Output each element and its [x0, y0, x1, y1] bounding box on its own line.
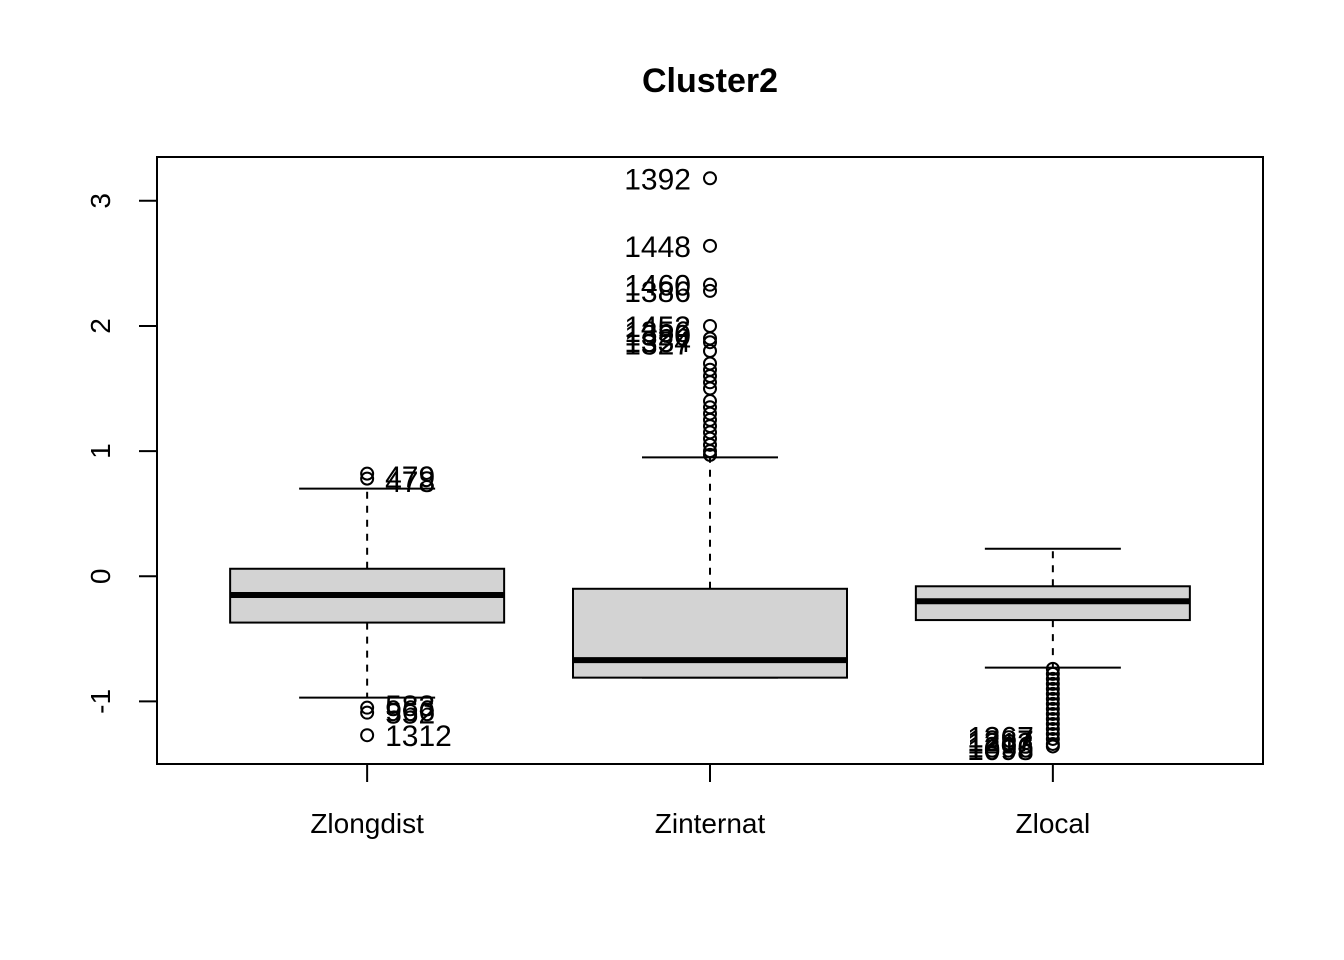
x-axis: Zlongdist Zinternat Zlocal [310, 764, 1090, 839]
y-tick-label: 2 [85, 318, 116, 334]
outlier-point [703, 375, 717, 390]
y-tick-label: -1 [85, 689, 116, 714]
outlier-point [1045, 676, 1060, 691]
outlier-point [360, 728, 375, 743]
outlier-label: 1213 [967, 728, 1034, 761]
outlier-label: 479 [385, 461, 435, 494]
outlier-label: 1334 [624, 326, 691, 359]
outlier-label: 552 [385, 698, 435, 731]
outlier-point [703, 318, 717, 333]
outlier-point [360, 705, 375, 720]
outlier-point [1045, 696, 1060, 711]
outlier-point [1045, 671, 1060, 686]
outlier-point [703, 444, 717, 459]
y-tick-label: 3 [85, 193, 116, 209]
outlier-point [360, 471, 375, 486]
y-tick-label: 1 [85, 443, 116, 459]
chart-title: Cluster2 [642, 62, 778, 100]
outlier-point [360, 466, 375, 481]
x-tick-label: Zinternat [655, 808, 766, 839]
y-tick-label: 0 [85, 568, 116, 584]
outlier-point [703, 437, 717, 452]
outlier-label: 966 [385, 695, 435, 728]
outlier-label: 1452 [624, 311, 691, 344]
outlier-point [1045, 681, 1060, 696]
outlier-point [703, 447, 717, 462]
outlier-point [703, 171, 717, 186]
x-tick-label: Zlongdist [310, 808, 424, 839]
outlier-label: 1392 [624, 163, 691, 196]
outlier-point [703, 277, 717, 292]
box-group: 4794785839665521312139214481460138614521… [229, 163, 1191, 767]
outlier-point [1045, 711, 1060, 726]
outlier-label: 1267 [967, 721, 1034, 754]
outlier-point [1045, 666, 1060, 681]
outlier-label: 583 [385, 690, 435, 723]
box-iqr [572, 587, 848, 679]
outlier-label: 1327 [624, 328, 691, 361]
y-axis: -1 0 1 2 3 [85, 193, 157, 714]
outlier-point [1045, 739, 1060, 754]
outlier-label: 1448 [624, 231, 691, 264]
outlier-label: 1356 [624, 316, 691, 349]
outlier-point [703, 238, 717, 253]
outlier-label: 1386 [624, 276, 691, 309]
outlier-label: 1287 [967, 725, 1034, 758]
outlier-point [703, 343, 717, 358]
outlier-label: 1396 [967, 731, 1034, 764]
outlier-point [703, 283, 717, 298]
outlier-point [360, 700, 375, 715]
outlier-point [1045, 686, 1060, 701]
outlier-point [1045, 706, 1060, 721]
outlier-point [1045, 691, 1060, 706]
outlier-label: 478 [385, 466, 435, 499]
outlier-point [1045, 661, 1060, 676]
outlier-label: 1320 [624, 320, 691, 353]
outlier-point [1045, 731, 1060, 746]
outlier-point [1045, 701, 1060, 716]
outlier-label: 1098 [967, 734, 1034, 767]
outlier-point [1045, 721, 1060, 736]
x-tick-label: Zlocal [1016, 808, 1091, 839]
outlier-point [703, 335, 717, 350]
outlier-label: 1312 [385, 720, 452, 753]
outlier-label: 1460 [624, 270, 691, 303]
outlier-point [1045, 716, 1060, 731]
